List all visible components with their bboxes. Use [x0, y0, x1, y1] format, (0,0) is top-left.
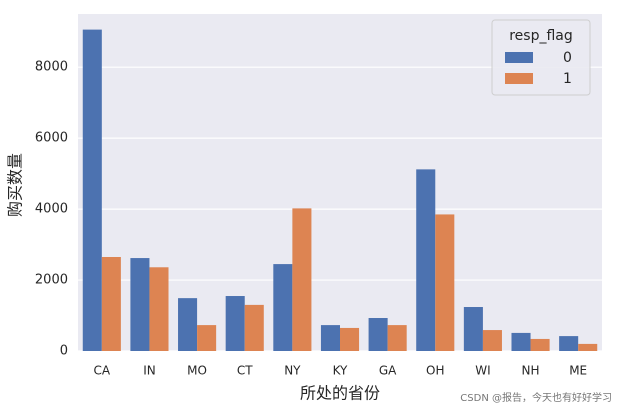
x-tick-label: IN	[143, 364, 156, 378]
x-tick-label: NY	[284, 364, 301, 378]
x-tick-label: CA	[94, 364, 111, 378]
y-tick-label: 0	[60, 344, 68, 359]
bar	[149, 267, 169, 351]
x-tick-label: MO	[187, 364, 207, 378]
bar	[435, 214, 455, 351]
x-tick-label: OH	[426, 364, 444, 378]
bar	[178, 298, 198, 351]
bar	[511, 332, 531, 351]
legend-swatch	[505, 52, 533, 63]
bar	[416, 169, 436, 351]
x-axis-label: 所处的省份	[300, 384, 380, 403]
y-tick-label: 6000	[35, 131, 68, 146]
x-tick-label: GA	[379, 364, 397, 378]
bar	[292, 208, 312, 351]
legend-label: 1	[563, 71, 572, 87]
bar	[273, 264, 293, 351]
y-axis-label: 购买数量	[6, 153, 25, 217]
y-tick-label: 8000	[35, 60, 68, 75]
bar	[320, 325, 340, 351]
bar	[559, 336, 579, 351]
bar	[197, 325, 217, 351]
bar	[101, 256, 121, 351]
legend-swatch	[505, 73, 533, 84]
y-tick-label: 2000	[35, 273, 68, 288]
bar	[368, 318, 388, 351]
legend-label: 0	[563, 50, 572, 66]
bar	[387, 325, 407, 351]
legend: resp_flag 0 1	[491, 19, 591, 96]
bars	[82, 29, 598, 351]
bar	[482, 330, 502, 351]
bar	[82, 29, 102, 351]
bar	[578, 343, 598, 351]
bar	[130, 258, 150, 351]
bar	[530, 338, 550, 351]
watermark: CSDN @报告，今天也有好好学习	[460, 391, 612, 404]
legend-title: resp_flag	[509, 28, 573, 44]
bar	[340, 327, 360, 351]
bar	[225, 296, 245, 351]
x-tick-label: CT	[237, 364, 253, 378]
bar	[463, 307, 483, 351]
x-tick-label: ME	[569, 364, 587, 378]
x-tick-label: KY	[333, 364, 348, 378]
bar	[244, 304, 264, 351]
x-tick-label: NH	[522, 364, 540, 378]
x-tick-label: WI	[475, 364, 490, 378]
y-tick-label: 4000	[35, 202, 68, 217]
